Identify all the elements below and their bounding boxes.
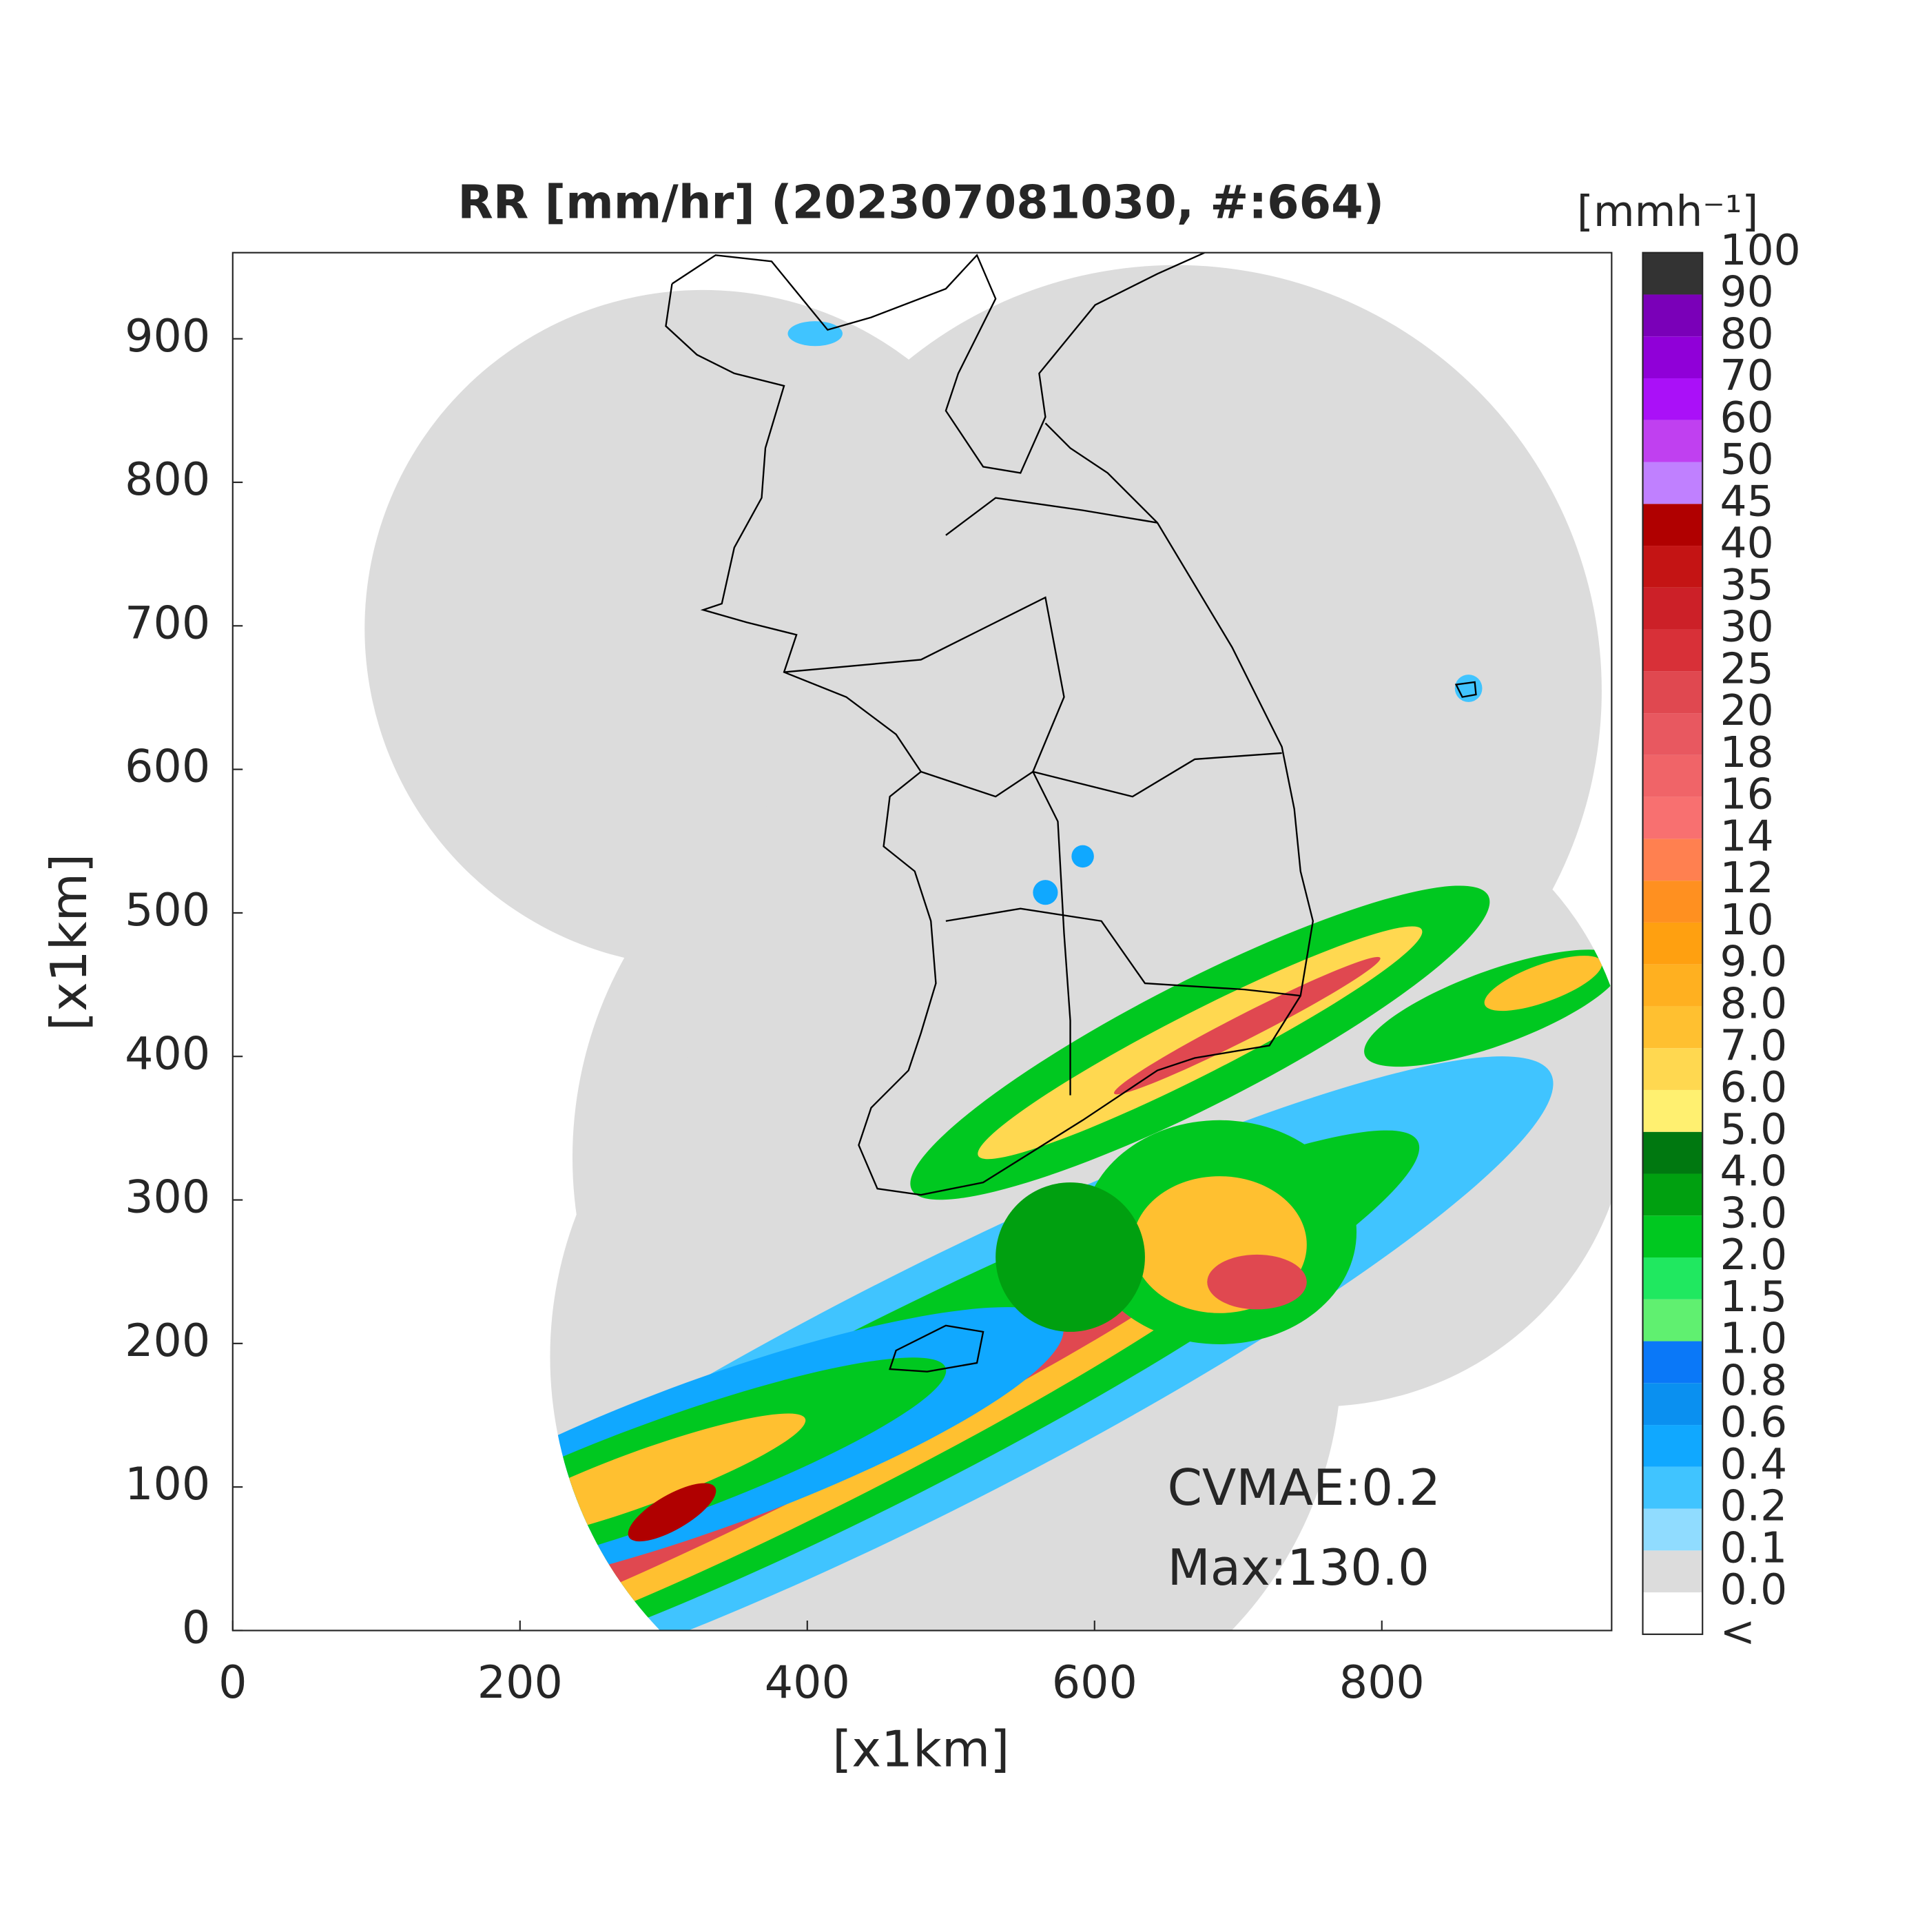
y-tick-label: 200 xyxy=(125,1315,210,1367)
colorbar-tick-label: 0.2 xyxy=(1720,1482,1788,1531)
colorbar-segment xyxy=(1642,420,1703,462)
colorbar-segment xyxy=(1642,1383,1703,1426)
colorbar-tick-label: 50 xyxy=(1720,435,1774,484)
colorbar-tick-label: 10 xyxy=(1720,896,1774,945)
colorbar-tick-label: 25 xyxy=(1720,644,1774,693)
y-tick-label: 800 xyxy=(125,454,210,506)
colorbar-tick-label: 7.0 xyxy=(1720,1021,1788,1070)
y-axis-label: [x1km] xyxy=(41,854,99,1031)
colorbar-tick-label: 35 xyxy=(1720,561,1774,610)
colorbar-tick-label: 1.0 xyxy=(1720,1315,1788,1364)
colorbar-segment xyxy=(1642,713,1703,755)
colorbar-tick-label: 16 xyxy=(1720,770,1774,819)
y-tick-label: 600 xyxy=(125,741,210,793)
colorbar-segment xyxy=(1642,336,1703,378)
x-tick-label: 400 xyxy=(765,1657,850,1709)
colorbar-tick-label: 8.0 xyxy=(1720,980,1788,1029)
colorbar-tick-label: 0.1 xyxy=(1720,1523,1788,1572)
colorbar-segment xyxy=(1642,1089,1703,1132)
colorbar-tick-label: 0.6 xyxy=(1720,1398,1788,1447)
colorbar-segment xyxy=(1642,504,1703,546)
colorbar-segment xyxy=(1642,378,1703,420)
colorbar-tick-label: 90 xyxy=(1720,268,1774,317)
colorbar-segment xyxy=(1642,1006,1703,1049)
colorbar-tick-label: 2.0 xyxy=(1720,1231,1788,1280)
colorbar-label: [mmh⁻¹] xyxy=(1577,187,1759,236)
colorbar-segment xyxy=(1642,1341,1703,1384)
colorbar-segment xyxy=(1642,546,1703,588)
y-tick-label: 700 xyxy=(125,597,210,649)
colorbar-tick-label: 100 xyxy=(1720,226,1801,275)
colorbar-tick-label: 1.5 xyxy=(1720,1273,1788,1322)
y-tick-label: 0 xyxy=(182,1603,210,1654)
colorbar-segment xyxy=(1642,964,1703,1007)
colorbar-segment xyxy=(1642,922,1703,965)
coastline xyxy=(665,252,1477,1373)
colorbar-segment xyxy=(1642,252,1703,295)
x-tick-label: 200 xyxy=(477,1657,563,1709)
axes-frame xyxy=(231,251,1613,1632)
colorbar-segment xyxy=(1642,587,1703,630)
colorbar-tick-label: 70 xyxy=(1720,351,1774,400)
colorbar-segment xyxy=(1642,1299,1703,1342)
colorbar-tick-label: 3.0 xyxy=(1720,1189,1788,1237)
colorbar-tick-label: 80 xyxy=(1720,309,1774,358)
colorbar-segment xyxy=(1642,1131,1703,1174)
precipitation xyxy=(364,321,1612,1631)
colorbar-segment xyxy=(1642,839,1703,881)
colorbar-segment xyxy=(1642,294,1703,337)
colorbar-tick-label: 0.4 xyxy=(1720,1440,1788,1489)
colorbar-segment xyxy=(1642,462,1703,504)
colorbar-tick-label: 0.8 xyxy=(1720,1356,1788,1405)
annotation: CVMAE:0.2 xyxy=(1167,1459,1441,1517)
y-tick-label: 100 xyxy=(125,1459,210,1510)
colorbar-segment xyxy=(1642,797,1703,839)
y-tick-label: 500 xyxy=(125,885,210,936)
colorbar-segment xyxy=(1642,1173,1703,1216)
y-tick-label: 400 xyxy=(125,1028,210,1080)
colorbar-segment xyxy=(1642,629,1703,672)
y-tick-label: 300 xyxy=(125,1172,210,1224)
colorbar-segment xyxy=(1642,1508,1703,1551)
colorbar-tick-label: < xyxy=(1720,1607,1755,1656)
y-tick-label: 900 xyxy=(125,311,210,362)
colorbar-tick-label: 6.0 xyxy=(1720,1063,1788,1112)
annotation: Max:130.0 xyxy=(1167,1539,1430,1597)
colorbar-segment xyxy=(1642,1257,1703,1299)
colorbar-tick-label: 5.0 xyxy=(1720,1105,1788,1154)
colorbar-tick-label: 0.0 xyxy=(1720,1565,1788,1614)
x-tick-label: 0 xyxy=(218,1657,247,1709)
colorbar-segment xyxy=(1642,671,1703,714)
colorbar-tick-label: 9.0 xyxy=(1720,938,1788,987)
x-tick-label: 800 xyxy=(1339,1657,1425,1709)
colorbar-tick-label: 60 xyxy=(1720,393,1774,442)
colorbar-tick-label: 4.0 xyxy=(1720,1147,1788,1196)
colorbar-segment xyxy=(1642,1466,1703,1509)
colorbar-tick-label: 40 xyxy=(1720,519,1774,568)
x-axis-label: [x1km] xyxy=(832,1720,1009,1778)
colorbar-tick-label: 30 xyxy=(1720,603,1774,652)
colorbar-tick-label: 12 xyxy=(1720,854,1774,903)
colorbar-tick-label: 20 xyxy=(1720,686,1774,735)
colorbar-segment xyxy=(1642,881,1703,923)
colorbar-segment xyxy=(1642,1550,1703,1593)
colorbar-segment xyxy=(1642,1048,1703,1090)
colorbar-frame xyxy=(1642,251,1704,1635)
map-area xyxy=(364,252,1612,1631)
colorbar-segment xyxy=(1642,1215,1703,1258)
colorbar-tick-label: 45 xyxy=(1720,477,1774,526)
colorbar-tick-label: 14 xyxy=(1720,812,1774,861)
x-tick-label: 600 xyxy=(1052,1657,1137,1709)
colorbar-tick-label: 18 xyxy=(1720,728,1774,777)
colorbar-segment xyxy=(1642,754,1703,797)
colorbar-segment xyxy=(1642,1592,1703,1634)
chart-title: RR [mm/hr] (202307081030, #:664) xyxy=(457,176,1384,229)
colorbar-segment xyxy=(1642,1425,1703,1467)
